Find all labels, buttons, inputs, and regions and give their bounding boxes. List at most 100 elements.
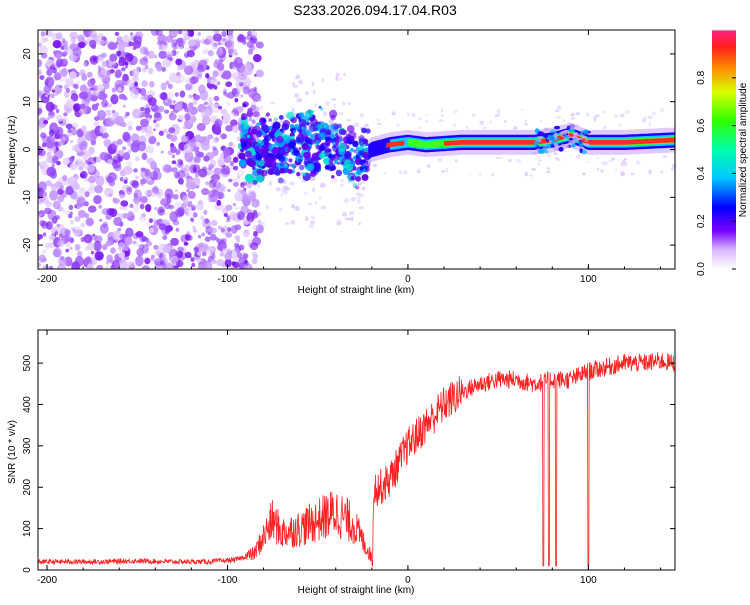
noise-blob [292,84,299,88]
ridge-blob [553,152,558,155]
noise-blob [234,224,242,231]
noise-blob [62,51,68,57]
noise-blob [217,225,222,230]
ridge-blob [288,158,293,163]
noise-blob [207,50,214,57]
ridge-blob [523,122,528,126]
noise-blob [185,83,195,91]
noise-blob [153,112,163,122]
noise-blob [52,67,57,74]
noise-blob [213,167,222,176]
ridge-blob [311,152,319,160]
noise-blob [237,33,245,42]
ridge-blob [260,169,268,177]
ridge-blob [648,122,652,127]
ridge-blob [246,134,251,139]
noise-blob [240,205,249,215]
noise-blob [92,233,96,237]
noise-blob [151,104,160,113]
ridge-blob [544,150,549,154]
ridge-blob [287,169,293,174]
ridge-blob [636,160,641,165]
noise-blob [221,30,227,37]
noise-blob [257,183,261,189]
ridge-blob [570,112,575,117]
noise-blob [189,106,198,115]
ridge-blob [570,128,576,133]
noise-blob [185,178,195,190]
noise-blob [55,32,63,40]
noise-blob [68,204,74,211]
noise-blob [107,41,116,50]
noise-blob [67,128,72,134]
noise-blob [217,191,225,199]
ridge-blob [304,109,314,119]
noise-blob [174,189,178,193]
noise-blob [228,211,238,221]
ridge-blob [248,159,256,168]
noise-blob [144,64,149,70]
noise-blob [74,243,81,250]
ridge-blob [278,155,285,163]
noise-blob [84,191,90,198]
noise-blob [103,139,112,147]
noise-blob [212,33,223,42]
snr-x-tick-label: 100 [580,575,597,586]
ridge-blob [620,162,624,167]
noise-blob [75,187,86,199]
noise-blob [120,200,129,207]
noise-blob [212,146,217,151]
noise-blob [39,219,46,227]
noise-blob [186,189,190,193]
noise-blob [152,170,162,181]
noise-blob [106,69,112,76]
noise-blob [219,251,225,257]
noise-blob [101,99,109,108]
noise-blob [305,216,309,222]
noise-blob [65,105,69,109]
noise-blob [141,152,148,161]
ridge-blob [334,128,339,133]
noise-blob [113,198,120,204]
noise-blob [176,74,185,84]
ridge-blob [581,172,586,176]
noise-blob [157,105,165,113]
noise-blob [112,111,119,119]
noise-blob [205,181,209,186]
noise-blob [236,108,243,112]
noise-blob [190,257,195,262]
noise-blob [134,156,140,162]
noise-blob [166,197,172,204]
noise-blob [226,101,231,106]
noise-blob [86,263,94,269]
noise-blob [38,233,42,241]
ridge-blob [346,138,352,144]
ridge-blob [529,174,533,177]
noise-blob [41,142,48,148]
ridge-blob [556,105,562,110]
noise-blob [160,150,164,154]
ridge-blob [643,116,647,119]
noise-blob [125,227,134,238]
noise-blob [112,155,122,164]
noise-blob [152,128,157,132]
snr-x-axis-label: Height of straight line (km) [298,585,415,596]
noise-blob [127,126,133,131]
noise-blob [206,247,214,256]
noise-blob [251,119,256,124]
ridge-blob [260,141,265,146]
ridge-blob [346,125,355,133]
noise-blob [254,116,258,121]
noise-blob [185,211,189,216]
noise-blob [168,127,176,134]
noise-blob [266,204,269,210]
noise-blob [270,101,276,105]
noise-blob [116,213,122,218]
noise-blob [111,64,116,69]
noise-blob [209,233,217,241]
noise-blob [53,91,59,96]
spectrogram-x-tick-label: 0 [405,274,411,285]
colorbar-tick-label: 0.0 [696,262,707,276]
noise-blob [141,244,149,254]
ridge-blob [545,171,551,174]
